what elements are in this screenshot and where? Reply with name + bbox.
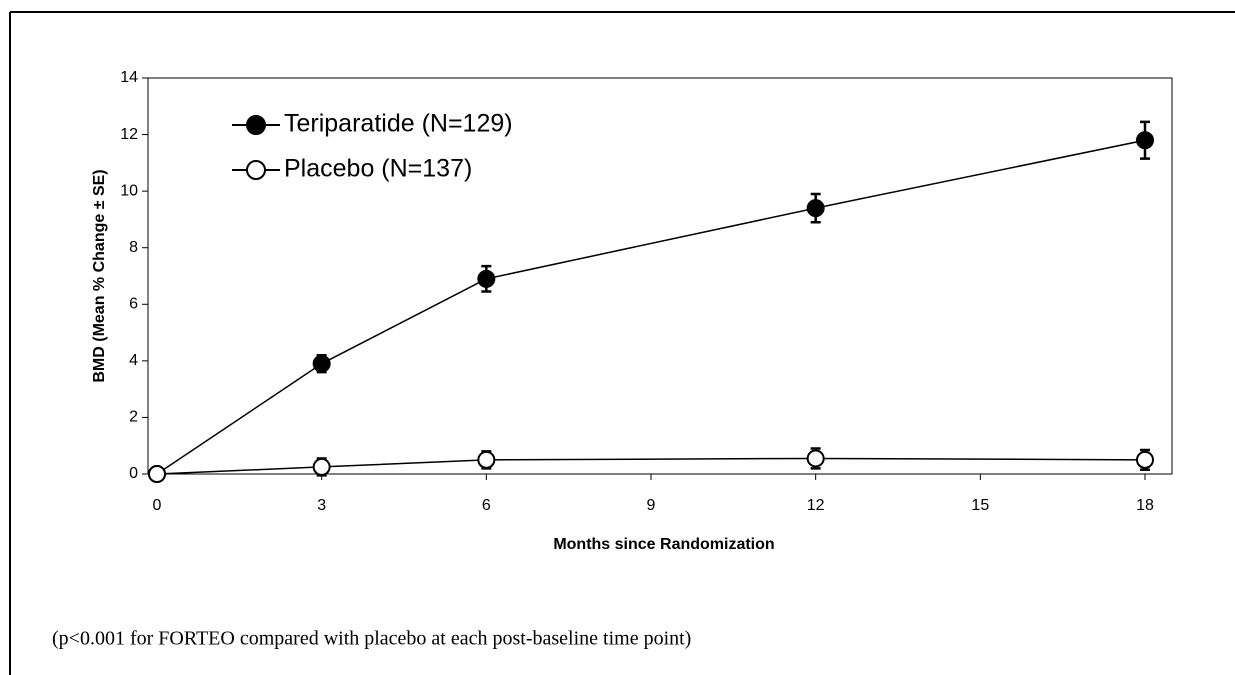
x-tick-label: 12 bbox=[807, 497, 825, 514]
y-tick-label: 4 bbox=[129, 352, 138, 369]
marker bbox=[477, 269, 496, 288]
marker bbox=[312, 354, 331, 373]
series-line bbox=[156, 139, 1146, 475]
x-tick-label: 9 bbox=[647, 497, 656, 514]
legend-label: Teriparatide (N=129) bbox=[284, 110, 513, 138]
legend-marker bbox=[246, 160, 266, 180]
marker bbox=[806, 199, 825, 218]
x-tick-label: 6 bbox=[482, 497, 491, 514]
footnote: (p<0.001 for FORTEO compared with placeb… bbox=[52, 628, 691, 650]
y-axis-title: BMD (Mean % Change ± SE) bbox=[91, 169, 108, 382]
y-tick-label: 2 bbox=[129, 409, 138, 426]
y-tick-label: 8 bbox=[129, 239, 138, 256]
y-tick-label: 12 bbox=[120, 126, 138, 143]
marker bbox=[1136, 131, 1154, 150]
marker bbox=[1136, 450, 1154, 469]
x-tick-label: 18 bbox=[1136, 497, 1154, 514]
marker bbox=[477, 450, 496, 469]
marker bbox=[806, 449, 825, 468]
plot-area bbox=[147, 77, 1173, 475]
x-tick-label: 15 bbox=[971, 497, 989, 514]
y-tick-label: 6 bbox=[129, 296, 138, 313]
legend-marker bbox=[246, 115, 266, 135]
series-line bbox=[156, 457, 1146, 475]
x-axis-title: Months since Randomization bbox=[553, 536, 774, 553]
y-tick-label: 14 bbox=[120, 69, 138, 86]
legend-label: Placebo (N=137) bbox=[284, 155, 472, 183]
y-tick-label: 0 bbox=[129, 465, 138, 482]
y-tick-label: 10 bbox=[120, 182, 138, 199]
x-tick-label: 3 bbox=[317, 497, 326, 514]
marker bbox=[312, 457, 331, 476]
marker bbox=[148, 465, 166, 483]
x-tick-label: 0 bbox=[153, 497, 162, 514]
